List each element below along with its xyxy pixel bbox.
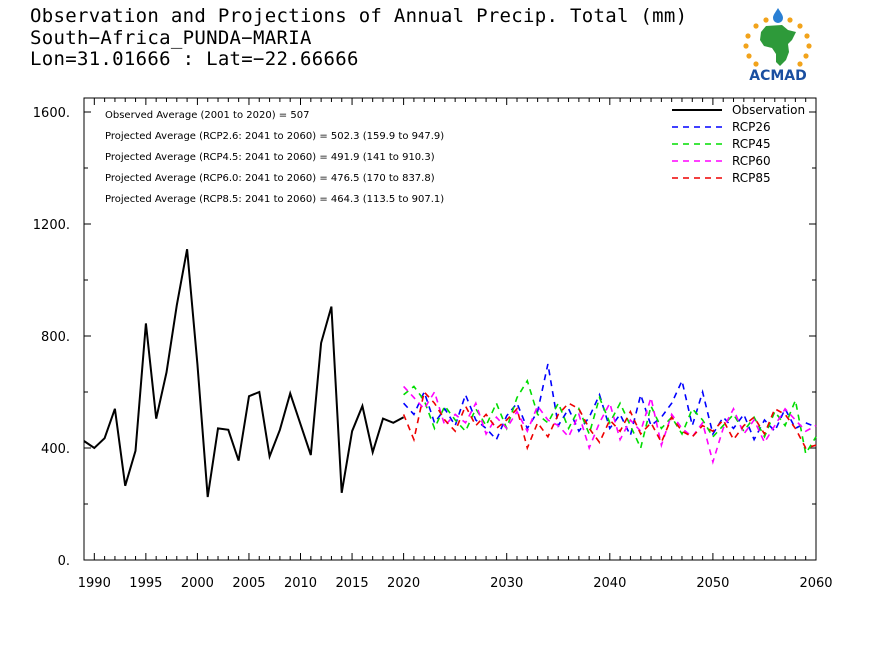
- x-tick-label: 2010: [284, 576, 317, 591]
- legend-label-rcp45: RCP45: [732, 137, 771, 151]
- annotation-rcp85-average: Projected Average (RCP8.5: 2041 to 2060)…: [105, 194, 444, 205]
- x-tick-label: 1995: [129, 576, 162, 591]
- x-tick-label: 2050: [696, 576, 729, 591]
- x-tick-label: 2040: [593, 576, 626, 591]
- y-tick-label: 1600.: [33, 106, 70, 121]
- x-tick-label: 2030: [490, 576, 523, 591]
- legend-label-rcp26: RCP26: [732, 120, 771, 134]
- x-tick-label: 2005: [232, 576, 265, 591]
- legend: Observation RCP26 RCP45 RCP60 RCP85: [672, 103, 805, 185]
- plot-frame: [83, 97, 817, 561]
- x-axis-tick-labels: 1990 1995 2000 2005 2010 2015 2020 2030 2040 2050…: [78, 576, 833, 591]
- series-line-observation: [83, 249, 405, 498]
- chart-title: Observation and Projections of Annual Pr…: [30, 5, 688, 27]
- x-tick-label: 2015: [336, 576, 369, 591]
- y-tick-label: 400.: [41, 442, 70, 457]
- series-line-rcp26: [403, 363, 817, 442]
- logo-water-drop: [773, 8, 783, 23]
- y-axis-tick-labels: 0. 400. 800. 1200. 1600.: [33, 106, 70, 569]
- acmad-logo: ACMAD: [736, 6, 820, 84]
- logo-africa-shape: [760, 25, 796, 66]
- series-line-rcp45: [403, 378, 817, 456]
- x-tick-label: 2060: [799, 576, 832, 591]
- africa-map-logo-icon: ACMAD: [743, 8, 812, 84]
- y-tick-label: 800.: [41, 330, 70, 345]
- y-tick-label: 0.: [58, 554, 70, 569]
- annotation-rcp60-average: Projected Average (RCP6.0: 2041 to 2060)…: [105, 173, 435, 184]
- legend-label-rcp85: RCP85: [732, 171, 771, 185]
- x-tick-label: 2020: [387, 576, 420, 591]
- logo-label: ACMAD: [749, 68, 807, 84]
- legend-label-observation: Observation: [732, 103, 805, 117]
- station-coordinates: Lon=31.01666 : Lat=−22.66666: [30, 48, 359, 70]
- series-line-rcp60: [403, 385, 817, 465]
- y-tick-label: 1200.: [33, 218, 70, 233]
- x-tick-label: 1990: [78, 576, 111, 591]
- series-line-rcp85: [402, 390, 817, 451]
- legend-label-rcp60: RCP60: [732, 154, 771, 168]
- annotation-rcp26-average: Projected Average (RCP2.6: 2041 to 2060)…: [105, 131, 444, 142]
- annotation-observed-average: Observed Average (2001 to 2020) = 507: [105, 110, 309, 121]
- x-tick-label: 2000: [181, 576, 214, 591]
- annotation-rcp45-average: Projected Average (RCP4.5: 2041 to 2060)…: [105, 152, 435, 163]
- axis-ticks: [83, 98, 817, 561]
- series-lines: [83, 249, 817, 498]
- station-name: South−Africa_PUNDA−MARIA: [30, 26, 312, 49]
- chart-title-block: Observation and Projections of Annual Pr…: [30, 5, 688, 71]
- logo-sun-rays: [743, 17, 812, 67]
- stats-annotations: Observed Average (2001 to 2020) = 507 Pr…: [105, 110, 444, 205]
